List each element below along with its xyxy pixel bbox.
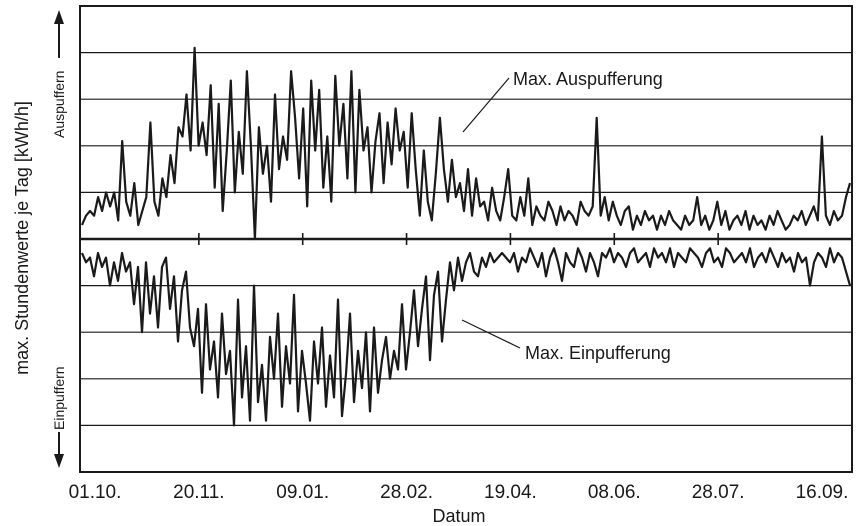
x-tick-label: 28.02. [380, 482, 433, 503]
direction-indicator-up: Auspuffern [51, 10, 67, 138]
label-einpuffern: Einpuffern [51, 366, 67, 430]
x-axis-label: Datum [432, 506, 485, 526]
annotation-leader-einpufferung [461, 319, 521, 349]
x-tick-label: 09.01. [276, 482, 329, 503]
direction-indicator-down: Einpuffern [51, 366, 67, 468]
series-line-einpufferung [80, 247, 852, 427]
label-auspuffern: Auspuffern [51, 71, 67, 138]
annotation-auspufferung: Max. Auspufferung [513, 69, 663, 89]
x-tick-label: 28.07. [692, 482, 745, 503]
arrow-down-icon [54, 454, 64, 468]
x-tick-label: 08.06. [588, 482, 641, 503]
annotation-leader-auspufferung [462, 77, 510, 133]
x-tick-labels: 01.10. 20.11. 09.01. 28.02. 19.04. 08.06. 28.0… [69, 482, 849, 503]
x-tick-label: 01.10. [69, 482, 122, 503]
x-tick-label: 20.11. [173, 482, 224, 503]
x-tick-label: 19.04. [484, 482, 537, 503]
zero-axis-ticks [198, 233, 719, 245]
arrow-up-icon [54, 10, 64, 24]
annotation-einpufferung: Max. Einpufferung [525, 343, 671, 363]
series-line-auspufferung [80, 46, 852, 241]
y-axis-label: max. Stundenwerte je Tag [kWh/h] [12, 101, 32, 375]
x-tick-label: 16.09. [796, 482, 849, 503]
